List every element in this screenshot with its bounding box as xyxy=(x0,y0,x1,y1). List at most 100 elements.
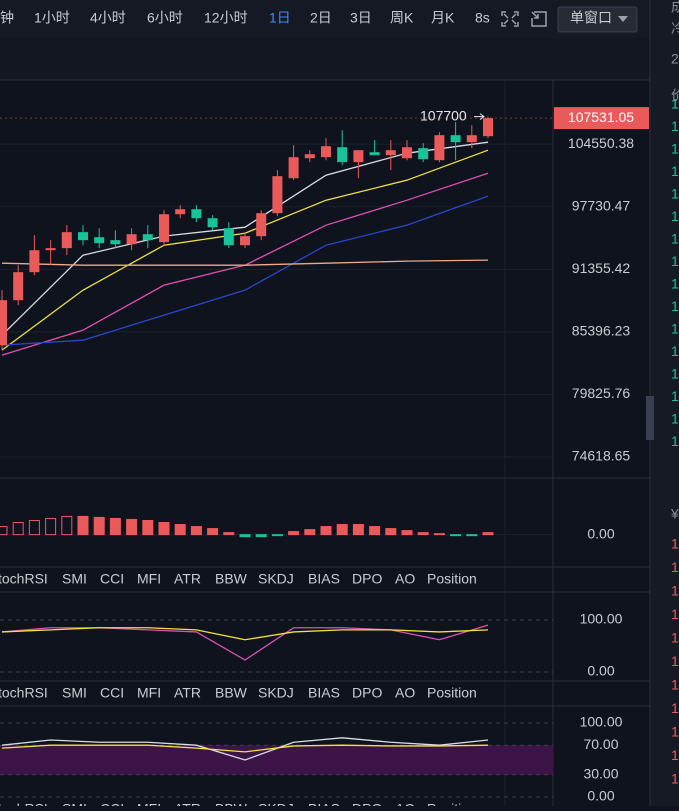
indicator-tab[interactable]: CCI xyxy=(100,571,124,587)
interval-tab[interactable]: 1日 xyxy=(269,10,291,26)
indicator-tab[interactable]: Position xyxy=(427,571,477,587)
candle-body xyxy=(369,152,380,156)
indicator-tab[interactable]: DPO xyxy=(352,571,382,587)
y-tick-label: 100.00 xyxy=(580,714,623,730)
macd-bar xyxy=(482,532,494,536)
indicator-tab[interactable]: SMI xyxy=(62,801,87,811)
sidebar-item: 1 xyxy=(671,677,679,693)
sidebar-item: 1 xyxy=(671,366,679,382)
candle-body xyxy=(288,157,299,179)
indicator-tab[interactable]: MFI xyxy=(137,571,161,587)
indicator-tab[interactable]: SKDJ xyxy=(258,801,294,811)
handle[interactable] xyxy=(646,396,654,440)
macd-bar xyxy=(0,526,8,536)
candle-body xyxy=(94,237,105,244)
macd-bar xyxy=(223,532,235,536)
indicator-tab[interactable]: ATR xyxy=(174,801,201,811)
candle-body xyxy=(175,209,186,215)
indicator-tab[interactable]: MFI xyxy=(137,685,161,701)
osc-line xyxy=(1,627,489,641)
candle-body xyxy=(272,176,283,214)
macd-bar xyxy=(45,517,57,536)
macd-bar xyxy=(320,526,332,536)
interval-tab[interactable]: 1小时 xyxy=(34,10,70,26)
interval-tab[interactable]: 钟 xyxy=(0,10,14,26)
fullscreen-icon[interactable] xyxy=(501,11,519,27)
indicator-tab[interactable]: MFI xyxy=(137,801,161,811)
interval-tab[interactable]: 周K xyxy=(390,10,414,26)
indicator-tab[interactable]: DPO xyxy=(352,685,382,701)
indicator-tab[interactable]: BIAS xyxy=(308,571,340,587)
macd-bar xyxy=(12,522,24,536)
candle-body xyxy=(29,250,40,273)
indicator-tab[interactable]: CCI xyxy=(100,801,124,811)
y-tick-label: 74618.65 xyxy=(572,448,631,464)
interval-tab[interactable]: 3日 xyxy=(350,10,372,26)
candle-body xyxy=(434,135,445,161)
macd-bar xyxy=(417,532,429,536)
candle-body xyxy=(159,214,169,243)
indicator-tab[interactable]: BBW xyxy=(215,571,248,587)
popout-icon[interactable] xyxy=(531,11,547,27)
macd-bar xyxy=(207,528,219,536)
indicator-tab[interactable]: CCI xyxy=(100,685,124,701)
candle-body xyxy=(223,228,234,246)
sidebar-item: 1 xyxy=(671,96,679,112)
sidebar-item: 2 xyxy=(671,51,679,67)
osc-line xyxy=(1,624,489,661)
indicator-tab[interactable]: BIAS xyxy=(308,685,340,701)
window-mode[interactable]: 单窗口 xyxy=(570,10,612,26)
indicator-tab[interactable]: tochRSI xyxy=(0,801,48,811)
indicator-tab[interactable]: BBW xyxy=(215,685,248,701)
candle-body xyxy=(13,272,24,301)
ma-line xyxy=(1,195,489,346)
macd-bar xyxy=(77,515,89,536)
macd-bar xyxy=(126,518,138,536)
candle-body xyxy=(353,150,364,163)
sidebar-item: 1 xyxy=(671,253,679,269)
indicator-tab[interactable]: tochRSI xyxy=(0,571,48,587)
last-price-label: 107531.05 xyxy=(568,109,634,125)
interval-tab[interactable]: 12小时 xyxy=(204,10,248,26)
interval-tab[interactable]: 月K xyxy=(431,10,455,26)
indicator-tab[interactable]: SKDJ xyxy=(258,571,294,587)
interval-tab[interactable]: 2日 xyxy=(310,10,332,26)
indicator-tab[interactable]: ATR xyxy=(174,685,201,701)
macd-bar xyxy=(109,517,121,536)
indicator-tab[interactable]: AO xyxy=(395,801,415,811)
indicator-tab[interactable]: AO xyxy=(395,571,415,587)
macd-bar xyxy=(93,516,105,536)
indicator-tab[interactable]: SMI xyxy=(62,685,87,701)
candle-body xyxy=(45,248,56,251)
indicator-tab[interactable]: AO xyxy=(395,685,415,701)
candle-body xyxy=(418,148,429,160)
indicator-tab[interactable]: DPO xyxy=(352,801,382,811)
interval-tab[interactable]: 4小时 xyxy=(90,10,126,26)
macd-bar xyxy=(385,528,397,536)
indicator-tab[interactable]: BBW xyxy=(215,801,248,811)
indicator-tab[interactable]: tochRSI xyxy=(0,685,48,701)
macd-bar xyxy=(61,515,73,536)
interval-tab[interactable]: 6小时 xyxy=(147,10,183,26)
candle-body xyxy=(466,135,477,143)
candle-body xyxy=(256,213,267,237)
indicator-tab[interactable]: BIAS xyxy=(308,801,340,811)
y-tick-label: 104550.38 xyxy=(568,135,634,151)
window-dropdown[interactable] xyxy=(557,6,638,33)
indicator-tab[interactable]: ATR xyxy=(174,571,201,587)
y-tick-label: 0.00 xyxy=(587,788,614,804)
indicator-tab[interactable]: SMI xyxy=(62,571,87,587)
sidebar-item: 1 xyxy=(671,583,679,599)
macd-bar xyxy=(466,534,478,537)
candle-body xyxy=(304,154,315,159)
indicator-tab[interactable]: SKDJ xyxy=(258,685,294,701)
sidebar-item: 1 xyxy=(671,186,679,202)
high-arrow xyxy=(474,113,485,121)
indicator-tab[interactable]: Position xyxy=(427,801,477,811)
candle-body xyxy=(110,240,121,245)
macd-bar xyxy=(401,530,413,536)
candle-body xyxy=(321,146,331,158)
candle-body xyxy=(78,232,88,241)
indicator-tab[interactable]: Position xyxy=(427,685,477,701)
